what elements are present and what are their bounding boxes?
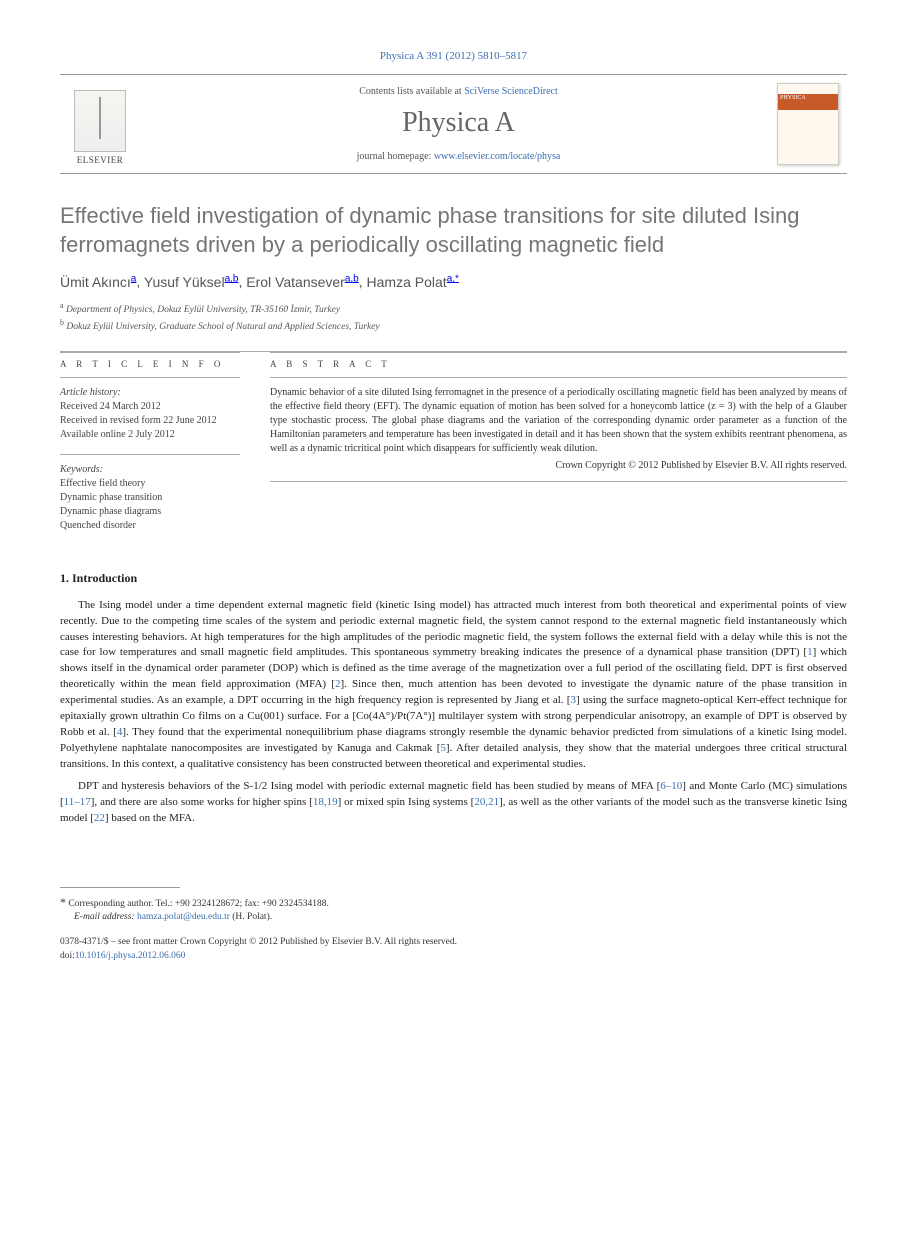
article-history: Article history: Received 24 March 2012 … (60, 386, 240, 442)
contents-lists-line: Contents lists available at SciVerse Sci… (140, 86, 777, 97)
article-info-column: A R T I C L E I N F O Article history: R… (60, 352, 240, 545)
issn-line: 0378-4371/$ – see front matter Crown Cop… (60, 936, 847, 949)
ref-link[interactable]: 5 (440, 742, 446, 754)
paragraph-1: The Ising model under a time dependent e… (60, 598, 847, 773)
journal-cover-thumb: PHYSICA (777, 83, 847, 165)
doi-link[interactable]: 10.1016/j.physa.2012.06.060 (75, 951, 186, 961)
aff-link[interactable]: a (131, 273, 137, 284)
homepage-prefix: journal homepage: (357, 151, 434, 162)
ref-link[interactable]: 22 (94, 812, 105, 824)
ref-link[interactable]: 18,19 (313, 796, 338, 808)
corresponding-author-line: * Corresponding author. Tel.: +90 232412… (60, 894, 847, 911)
abstract-column: A B S T R A C T Dynamic behavior of a si… (270, 352, 847, 545)
cover-band-label: PHYSICA (778, 94, 838, 110)
author-2: Yusuf Yüksela,b (144, 274, 239, 290)
history-online: Available online 2 July 2012 (60, 429, 175, 440)
author-3: Erol Vatansevera,b (246, 274, 358, 290)
ref-link[interactable]: 6–10 (660, 780, 682, 792)
ref-link[interactable]: 1 (807, 646, 813, 658)
abstract-text: Dynamic behavior of a site diluted Ising… (270, 386, 847, 456)
top-citation: Physica A 391 (2012) 5810–5817 (60, 50, 847, 62)
journal-homepage-link[interactable]: www.elsevier.com/locate/physa (434, 151, 561, 162)
keyword: Quenched disorder (60, 520, 136, 531)
affiliations: a Department of Physics, Dokuz Eylül Uni… (60, 300, 847, 335)
email-line: E-mail address: hamza.polat@deu.edu.tr (… (74, 911, 847, 924)
history-received: Received 24 March 2012 (60, 401, 161, 412)
ref-link[interactable]: 11–17 (64, 796, 91, 808)
contents-prefix: Contents lists available at (359, 86, 464, 97)
keywords-label: Keywords: (60, 464, 103, 475)
masthead: ELSEVIER Contents lists available at Sci… (60, 74, 847, 174)
author-1: Ümit Akıncıa (60, 274, 136, 290)
publisher-logo-block: ELSEVIER (60, 83, 140, 165)
author-4: Hamza Polata,* (367, 274, 459, 290)
body-text: The Ising model under a time dependent e… (60, 598, 847, 827)
page-footer: * Corresponding author. Tel.: +90 232412… (60, 887, 847, 963)
ref-link[interactable]: 20,21 (474, 796, 499, 808)
affiliation-b: b Dokuz Eylül University, Graduate Schoo… (60, 317, 847, 334)
elsevier-tree-icon (74, 90, 126, 152)
aff-link-corresponding[interactable]: a,* (447, 273, 459, 284)
journal-name: Physica A (140, 107, 777, 139)
article-info-heading: A R T I C L E I N F O (60, 359, 240, 369)
journal-homepage-line: journal homepage: www.elsevier.com/locat… (140, 151, 777, 162)
history-revised: Received in revised form 22 June 2012 (60, 415, 217, 426)
author-list: Ümit Akıncıa, Yusuf Yüksela,b, Erol Vata… (60, 273, 847, 290)
corresponding-email-link[interactable]: hamza.polat@deu.edu.tr (137, 912, 230, 922)
aff-link[interactable]: a,b (225, 273, 239, 284)
keyword: Effective field theory (60, 478, 145, 489)
publisher-name: ELSEVIER (77, 155, 124, 165)
ref-link[interactable]: 2 (335, 678, 341, 690)
ref-link[interactable]: 3 (570, 694, 576, 706)
keyword: Dynamic phase transition (60, 492, 162, 503)
keywords: Keywords: Effective field theory Dynamic… (60, 463, 240, 533)
keyword: Dynamic phase diagrams (60, 506, 161, 517)
section-1-heading: 1. Introduction (60, 571, 847, 586)
doi-line: doi:10.1016/j.physa.2012.06.060 (60, 950, 847, 963)
paragraph-2: DPT and hysteresis behaviors of the S-1/… (60, 779, 847, 827)
ref-link[interactable]: 4 (117, 726, 123, 738)
abstract-heading: A B S T R A C T (270, 359, 847, 369)
sciencedirect-link[interactable]: SciVerse ScienceDirect (464, 86, 558, 97)
history-label: Article history: (60, 387, 121, 398)
article-title: Effective field investigation of dynamic… (60, 202, 847, 259)
aff-link[interactable]: a,b (345, 273, 359, 284)
abstract-copyright: Crown Copyright © 2012 Published by Else… (270, 460, 847, 471)
affiliation-a: a Department of Physics, Dokuz Eylül Uni… (60, 300, 847, 317)
